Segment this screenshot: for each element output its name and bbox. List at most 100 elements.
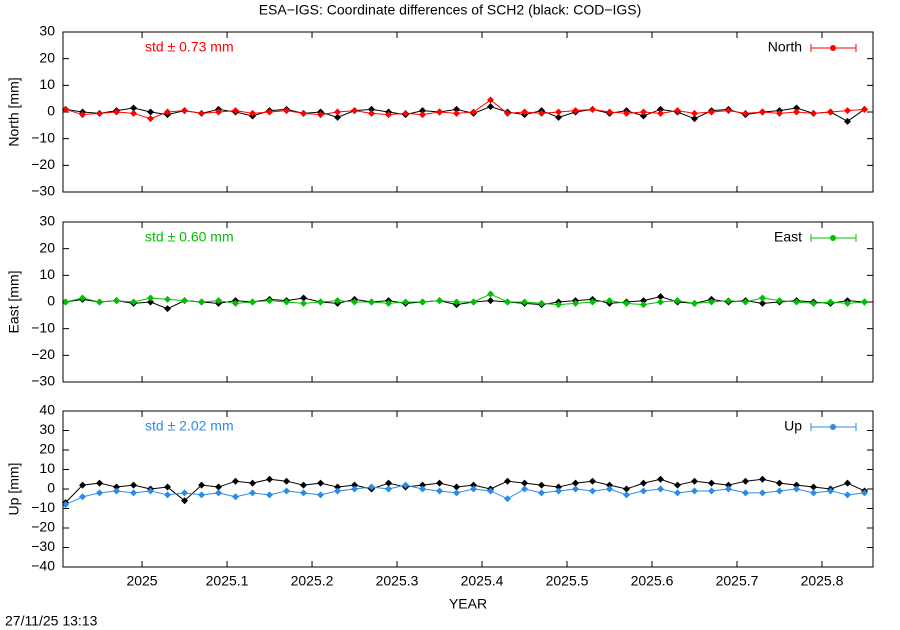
data-point [232, 299, 240, 307]
data-point [334, 297, 342, 305]
data-point [317, 491, 325, 499]
data-point [538, 299, 546, 307]
y-tick-label: −40 [31, 558, 55, 574]
data-point [368, 109, 376, 117]
y-tick-label: 0 [47, 103, 55, 119]
data-point [623, 299, 631, 307]
data-point [521, 298, 529, 306]
x-tick-label: 2025.2 [291, 573, 334, 589]
data-point [759, 489, 767, 497]
data-point [640, 479, 648, 487]
data-point [266, 491, 274, 499]
data-point [691, 477, 699, 485]
data-point [266, 108, 274, 116]
y-tick-label: −10 [31, 129, 55, 145]
data-point [368, 483, 376, 491]
data-point [96, 298, 104, 306]
data-point [147, 298, 155, 306]
x-tick-label: 2025.7 [716, 573, 759, 589]
plot-frame [62, 31, 874, 193]
data-point [606, 297, 614, 305]
y-axis-label: North [mm] [6, 77, 22, 146]
data-point [351, 298, 359, 306]
data-point [266, 297, 274, 305]
data-point [759, 108, 767, 116]
data-point [368, 298, 376, 306]
data-point [385, 299, 393, 307]
data-point [657, 105, 665, 113]
y-axis-label: East [mm] [6, 270, 22, 333]
data-point [198, 481, 206, 489]
data-point [674, 481, 682, 489]
data-point [572, 299, 580, 307]
data-point [334, 483, 342, 491]
data-point [79, 481, 87, 489]
data-point [810, 299, 818, 307]
x-tick-label: 2025.5 [546, 573, 589, 589]
plot-frame [62, 221, 874, 383]
data-point [453, 105, 461, 113]
data-point [351, 107, 359, 115]
data-point [861, 105, 869, 113]
data-point [147, 487, 155, 495]
data-point [521, 485, 529, 493]
data-point [793, 481, 801, 489]
data-point [657, 293, 665, 301]
data-point [470, 485, 478, 493]
data-point [164, 295, 172, 303]
data-point [487, 290, 495, 298]
data-point [487, 103, 495, 111]
data-point [215, 489, 223, 497]
data-point [555, 487, 563, 495]
data-point [147, 294, 155, 302]
data-point [351, 481, 359, 489]
data-point [623, 485, 631, 493]
data-point [657, 298, 665, 306]
y-tick-label: 30 [39, 421, 55, 437]
data-point [759, 294, 767, 302]
data-point [300, 299, 308, 307]
data-point [691, 487, 699, 495]
data-point [708, 108, 716, 116]
data-point [283, 298, 291, 306]
data-point [215, 483, 223, 491]
data-point [300, 294, 308, 302]
data-point [657, 475, 665, 483]
data-point [810, 483, 818, 491]
data-point [130, 109, 138, 117]
y-tick-label: 10 [39, 76, 55, 92]
data-point [113, 108, 121, 116]
data-point [572, 485, 580, 493]
data-point [249, 298, 257, 306]
data-point [419, 111, 427, 119]
legend-dot [830, 45, 836, 51]
x-tick-label: 2025.3 [376, 573, 419, 589]
data-point [504, 477, 512, 485]
data-point [725, 485, 733, 493]
y-tick-label: 20 [39, 239, 55, 255]
data-point [538, 109, 546, 117]
data-point [657, 109, 665, 117]
data-point [844, 117, 852, 125]
data-point [691, 299, 699, 307]
data-point [725, 481, 733, 489]
data-point [674, 107, 682, 115]
data-point [198, 109, 206, 117]
data-point [572, 107, 580, 115]
data-point [521, 108, 529, 116]
data-point [453, 298, 461, 306]
data-point [453, 483, 461, 491]
data-point [589, 105, 597, 113]
data-point [385, 111, 393, 119]
legend-label: East [774, 229, 802, 245]
y-tick-label: −10 [31, 499, 55, 515]
data-point [776, 479, 784, 487]
data-point [419, 485, 427, 493]
data-point [538, 489, 546, 497]
data-point [130, 489, 138, 497]
data-point [776, 109, 784, 117]
data-point [232, 107, 240, 115]
y-tick-label: −10 [31, 319, 55, 335]
data-point [589, 298, 597, 306]
